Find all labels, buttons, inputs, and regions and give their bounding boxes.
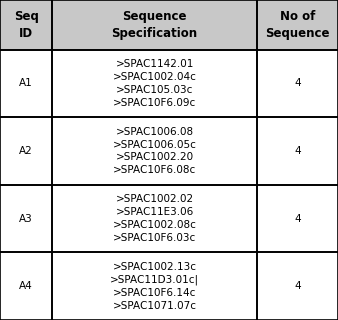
Bar <box>257 0 338 50</box>
Text: Sequence
Specification: Sequence Specification <box>112 10 198 40</box>
Text: A3: A3 <box>19 214 33 224</box>
Bar <box>0 252 52 320</box>
Bar <box>257 252 338 320</box>
Bar <box>257 185 338 252</box>
Text: >SPAC1002.13c
>SPAC11D3.01c|
>SPAC10F6.14c
>SPAC1071.07c: >SPAC1002.13c >SPAC11D3.01c| >SPAC10F6.1… <box>110 262 199 311</box>
Bar <box>52 117 257 185</box>
Bar <box>52 50 257 117</box>
Bar <box>52 0 257 50</box>
Bar <box>257 0 338 50</box>
Bar <box>0 0 52 50</box>
Bar <box>52 117 257 185</box>
Text: 4: 4 <box>294 78 301 88</box>
Text: 4: 4 <box>294 281 301 291</box>
Text: >SPAC1002.02
>SPAC11E3.06
>SPAC1002.08c
>SPAC10F6.03c: >SPAC1002.02 >SPAC11E3.06 >SPAC1002.08c … <box>113 195 197 243</box>
Bar <box>0 185 52 252</box>
Bar <box>0 185 52 252</box>
Text: >SPAC1006.08
>SPAC1006.05c
>SPAC1002.20
>SPAC10F6.08c: >SPAC1006.08 >SPAC1006.05c >SPAC1002.20 … <box>113 127 197 175</box>
Bar <box>0 50 52 117</box>
Text: A2: A2 <box>19 146 33 156</box>
Text: 4: 4 <box>294 214 301 224</box>
Bar <box>52 185 257 252</box>
Bar <box>0 117 52 185</box>
Bar <box>52 252 257 320</box>
Text: Seq
ID: Seq ID <box>14 10 39 40</box>
Text: A4: A4 <box>19 281 33 291</box>
Bar <box>257 50 338 117</box>
Bar <box>257 252 338 320</box>
Bar <box>0 117 52 185</box>
Bar <box>257 50 338 117</box>
Bar <box>0 50 52 117</box>
Bar <box>52 185 257 252</box>
Bar <box>257 117 338 185</box>
Text: A1: A1 <box>19 78 33 88</box>
Bar <box>257 185 338 252</box>
Text: 4: 4 <box>294 146 301 156</box>
Text: >SPAC1142.01
>SPAC1002.04c
>SPAC105.03c
>SPAC10F6.09c: >SPAC1142.01 >SPAC1002.04c >SPAC105.03c … <box>113 59 197 108</box>
Bar <box>52 0 257 50</box>
Bar <box>0 0 52 50</box>
Bar <box>0 252 52 320</box>
Bar <box>52 50 257 117</box>
Text: No of
Sequence: No of Sequence <box>265 10 330 40</box>
Bar <box>257 117 338 185</box>
Bar <box>52 252 257 320</box>
